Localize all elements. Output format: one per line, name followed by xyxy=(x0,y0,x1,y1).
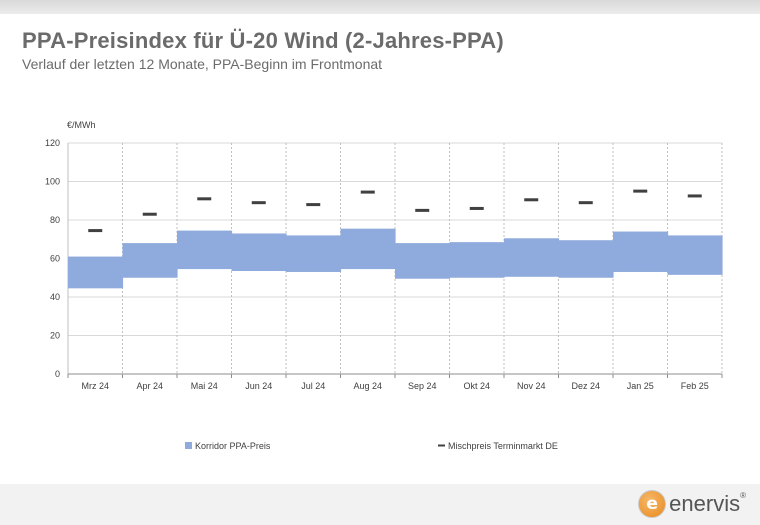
legend: Korridor PPA-Preis Mischpreis Terminmark… xyxy=(185,441,558,451)
y-tick-label: 120 xyxy=(45,138,60,148)
corridor-bar xyxy=(613,231,669,272)
x-tick-label: Aug 24 xyxy=(353,381,382,391)
price-marker xyxy=(524,198,539,202)
corridor-bar xyxy=(395,243,451,279)
logo-text: enervis® xyxy=(669,491,746,517)
x-tick-label: Sep 24 xyxy=(408,381,437,391)
price-marker xyxy=(415,208,430,212)
x-tick-label: Jul 24 xyxy=(301,381,325,391)
top-band xyxy=(0,0,760,14)
y-axis-label: €/MWh xyxy=(67,120,96,130)
corridor-bar xyxy=(122,243,178,278)
x-tick-label: Mrz 24 xyxy=(81,381,109,391)
y-tick-label: 60 xyxy=(50,254,60,264)
corridor-bars xyxy=(68,228,723,289)
x-tick-label: Apr 24 xyxy=(136,381,163,391)
x-tick-label: Mai 24 xyxy=(191,381,218,391)
y-tick-label: 40 xyxy=(50,292,60,302)
price-marker xyxy=(142,212,157,216)
corridor-bar xyxy=(340,228,396,270)
y-tick-label: 100 xyxy=(45,177,60,187)
legend-label-corridor: Korridor PPA-Preis xyxy=(195,441,271,451)
chart-subtitle: Verlauf der letzten 12 Monate, PPA-Begin… xyxy=(22,56,383,72)
corridor-bar xyxy=(449,242,505,278)
legend-swatch-marker xyxy=(438,444,445,447)
enervis-logo: e enervis® xyxy=(638,489,746,519)
corridor-bar xyxy=(68,256,124,289)
x-tick-label: Feb 25 xyxy=(681,381,709,391)
corridor-bar xyxy=(177,230,233,270)
x-tick-label: Jun 24 xyxy=(245,381,272,391)
corridor-bar xyxy=(667,235,723,275)
legend-swatch-corridor xyxy=(185,442,192,449)
price-marker xyxy=(633,189,648,193)
legend-label-marker: Mischpreis Terminmarkt DE xyxy=(448,441,558,451)
price-marker xyxy=(306,203,321,207)
logo-wordmark: enervis xyxy=(669,491,741,516)
axes: 0 20 40 60 80 100 120 Mrz 24 Apr 24 Mai 24 Jun 24 J… xyxy=(45,138,723,391)
chart: 0 20 40 60 80 100 120 Mrz 24 Apr 24 Mai 24 Jun 24 J… xyxy=(45,120,723,451)
x-tick-label: Dez 24 xyxy=(571,381,600,391)
price-marker xyxy=(687,194,702,198)
corridor-bar xyxy=(286,235,342,272)
y-tick-label: 80 xyxy=(50,215,60,225)
y-tick-label: 0 xyxy=(55,369,60,379)
price-markers xyxy=(88,189,702,233)
x-tick-label: Jan 25 xyxy=(627,381,654,391)
x-tick-label: Okt 24 xyxy=(463,381,490,391)
corridor-bar xyxy=(558,240,614,278)
corridor-bar xyxy=(504,238,560,277)
price-marker xyxy=(578,201,593,205)
price-marker xyxy=(88,229,103,233)
logo-mark-icon: e xyxy=(638,490,667,518)
price-marker xyxy=(197,197,212,201)
price-marker xyxy=(469,206,484,210)
logo-registered: ® xyxy=(740,491,746,500)
price-marker xyxy=(251,201,266,205)
price-marker xyxy=(360,190,375,194)
footer-band xyxy=(0,484,760,525)
chart-title: PPA-Preisindex für Ü-20 Wind (2-Jahres-P… xyxy=(22,28,504,53)
corridor-bar xyxy=(231,233,287,272)
y-tick-label: 20 xyxy=(50,331,60,341)
x-tick-label: Nov 24 xyxy=(517,381,546,391)
